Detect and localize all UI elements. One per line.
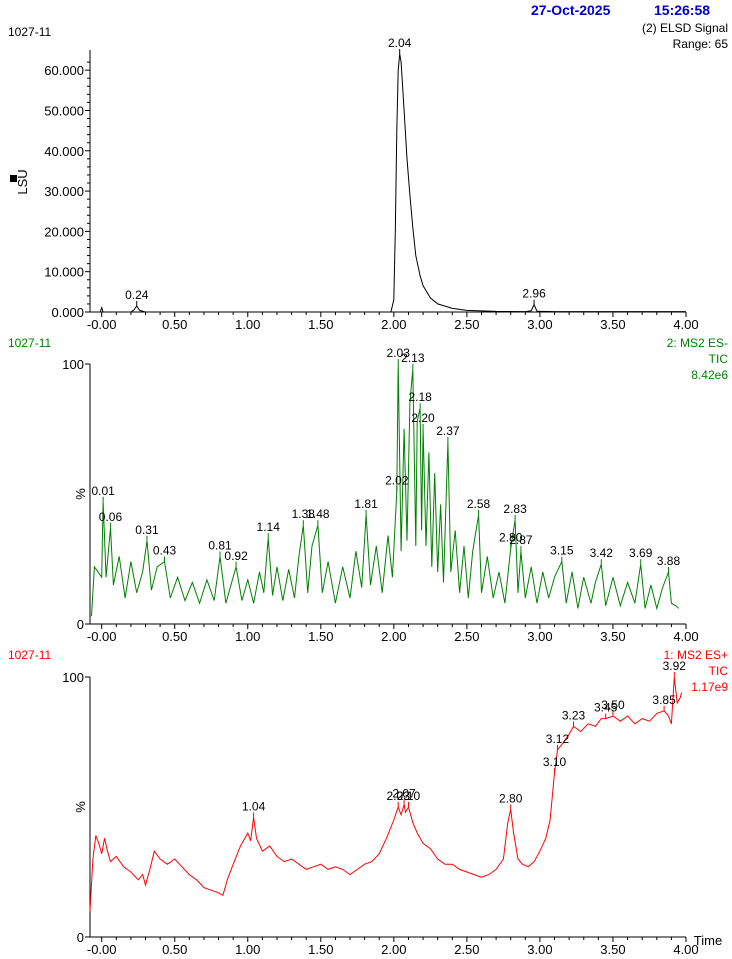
x-tick-label: 2.00 (381, 317, 406, 332)
trace-title: 1: MS2 ES+ (664, 648, 728, 662)
x-tick-label: 2.50 (454, 942, 479, 957)
y-tick-label: 0 (77, 617, 84, 632)
peak-label: 2.04 (388, 36, 412, 50)
y-axis-label: % (73, 488, 88, 500)
peak-label: 3.12 (546, 732, 570, 746)
x-tick-label: 2.00 (381, 629, 406, 644)
peak-label: 2.87 (509, 533, 533, 547)
trace-line (91, 363, 680, 617)
peak-label: 1.14 (257, 520, 281, 534)
sample-label: 1027-11 (8, 25, 51, 39)
peak-label: 0.43 (153, 544, 177, 558)
x-tick-label: 3.00 (527, 629, 552, 644)
trace-title: 2: MS2 ES- (667, 336, 728, 350)
x-tick-label: 2.50 (454, 629, 479, 644)
x-tick-label: 3.00 (527, 317, 552, 332)
sample-label: 1027-11 (8, 336, 51, 350)
y-tick-label: 100 (62, 670, 84, 685)
peak-label: 0.81 (208, 538, 232, 552)
sample-label: 1027-11 (8, 648, 51, 662)
peak-label: 3.92 (663, 659, 687, 673)
peak-label: 2.13 (401, 351, 425, 365)
y-tick-label: 30.000 (44, 184, 84, 199)
peak-label: 2.83 (503, 502, 527, 516)
x-tick-label: -0.00 (87, 317, 117, 332)
x-tick-label: -0.00 (87, 942, 117, 957)
x-tick-label: 1.50 (308, 629, 333, 644)
peak-label: 2.80 (499, 792, 523, 806)
y-tick-label: 50.000 (44, 103, 84, 118)
peak-label: 2.02 (385, 473, 409, 487)
range-label: Range: 65 (673, 37, 729, 51)
peak-label: 0.24 (125, 288, 149, 302)
peak-label: 2.07 (392, 786, 416, 800)
peak-label: 1.48 (306, 507, 330, 521)
peak-label: 2.18 (408, 390, 432, 404)
x-tick-label: 4.00 (673, 629, 698, 644)
peak-label: 2.03 (387, 346, 411, 360)
x-tick-label: 4.00 (673, 942, 698, 957)
x-tick-label: 2.00 (381, 942, 406, 957)
peak-label: 0.92 (224, 549, 248, 563)
x-tick-label: 1.00 (235, 629, 260, 644)
x-tick-label: -0.00 (87, 629, 117, 644)
peak-label: 2.37 (436, 424, 460, 438)
peak-label: 2.58 (467, 497, 491, 511)
x-axis-label: Time (694, 933, 722, 948)
peak-label: 3.88 (657, 554, 681, 568)
x-tick-label: 1.50 (308, 942, 333, 957)
y-tick-label: 0 (77, 930, 84, 945)
peak-label: 3.45 (594, 701, 618, 715)
y-axis-label: % (73, 801, 88, 813)
trace-type-label: TIC (709, 664, 729, 678)
y-tick-label: 10.000 (44, 265, 84, 280)
y-tick-label: 0.000 (51, 305, 84, 320)
trace-line (90, 53, 686, 313)
peak-label: 2.20 (411, 411, 435, 425)
y-tick-label: 20.000 (44, 224, 84, 239)
report-date: 27-Oct-2025 (531, 2, 611, 18)
y-tick-label: 60.000 (44, 63, 84, 78)
y-tick-label: 40.000 (44, 144, 84, 159)
x-tick-label: 3.50 (600, 317, 625, 332)
peak-label: 3.10 (543, 755, 567, 769)
trace-type-label: TIC (709, 352, 729, 366)
peak-label: 1.04 (242, 799, 266, 813)
peak-label: 1.38 (292, 507, 316, 521)
peak-label: 3.15 (550, 544, 574, 558)
peak-label: 3.85 (652, 693, 676, 707)
x-tick-label: 2.50 (454, 317, 479, 332)
peak-label: 2.10 (397, 789, 421, 803)
intensity-label: 1.17e9 (691, 680, 728, 694)
peak-label: 2.80 (499, 531, 523, 545)
peak-label: 1.81 (354, 497, 378, 511)
x-tick-label: 1.00 (235, 317, 260, 332)
peak-label: 0.06 (99, 510, 123, 524)
x-tick-label: 3.00 (527, 942, 552, 957)
x-tick-label: 1.00 (235, 942, 260, 957)
x-tick-label: 0.50 (162, 629, 187, 644)
x-tick-label: 0.50 (162, 942, 187, 957)
peak-label: 2.96 (522, 287, 546, 301)
peak-label: 0.01 (91, 484, 115, 498)
peak-label: 3.69 (629, 546, 653, 560)
report-time: 15:26:58 (654, 2, 711, 18)
peak-label: 0.31 (135, 523, 159, 537)
lsu-marker-icon (10, 175, 17, 182)
x-tick-label: 4.00 (673, 317, 698, 332)
x-tick-label: 0.50 (162, 317, 187, 332)
peak-label: 3.42 (590, 546, 614, 560)
x-tick-label: 3.50 (600, 629, 625, 644)
x-tick-label: 3.50 (600, 942, 625, 957)
y-axis-label: LSU (15, 169, 30, 194)
y-tick-label: 100 (62, 357, 84, 372)
peak-label: 3.23 (562, 708, 586, 722)
trace-title: (2) ELSD Signal (642, 21, 728, 35)
peak-label: 3.50 (601, 698, 625, 712)
intensity-label: 8.42e6 (691, 368, 728, 382)
x-tick-label: 1.50 (308, 317, 333, 332)
